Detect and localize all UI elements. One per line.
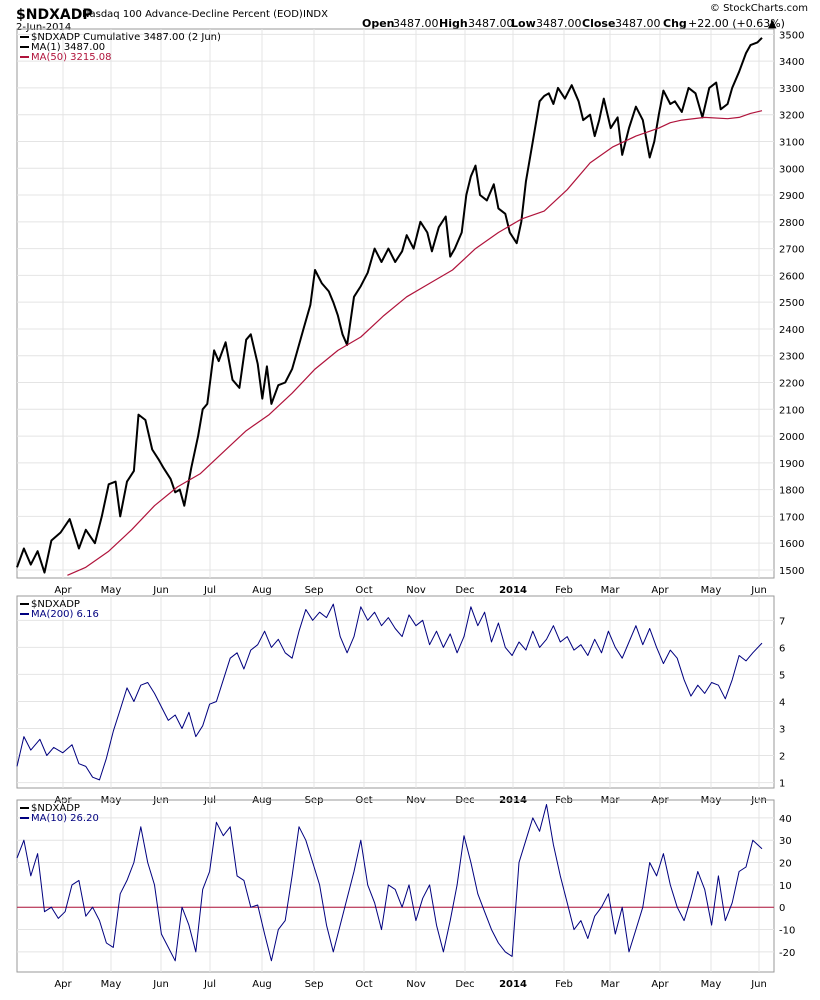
x-tick-label: Aug <box>252 979 272 990</box>
header-symbol: $NDXADP <box>16 7 93 23</box>
legend-entry: MA(50) 3215.08 <box>31 52 112 63</box>
x-tick-label: Jun <box>750 585 767 596</box>
legend-entry: $NDXADP Cumulative 3487.00 (2 Jun) <box>31 32 221 43</box>
series-line--ndxadp-cumulative <box>16 37 763 574</box>
y-tick-label: 3400 <box>779 57 804 68</box>
series-line-ma-10- <box>16 804 763 962</box>
y-tick-label: -20 <box>779 948 795 959</box>
y-tick-label: 2000 <box>779 432 804 443</box>
y-tick-label: 7 <box>779 616 785 627</box>
open-value: 3487.00 <box>393 17 439 30</box>
chg-value: +22.00 (+0.63%) <box>688 17 785 30</box>
y-tick-label: 3300 <box>779 84 804 95</box>
x-tick-label: Jun <box>152 979 169 990</box>
x-tick-label: Sep <box>305 979 324 990</box>
x-tick-label: May <box>101 585 122 596</box>
low-value: 3487.00 <box>536 17 582 30</box>
y-tick-label: 3500 <box>779 30 804 41</box>
panel-frame <box>16 28 775 579</box>
high-value: 3487.00 <box>468 17 514 30</box>
x-tick-label: Oct <box>355 979 372 990</box>
legend-entry: MA(200) 6.16 <box>31 609 99 620</box>
x-tick-label: Apr <box>651 585 669 596</box>
y-tick-label: 5 <box>779 670 785 681</box>
x-tick-label: Nov <box>406 979 426 990</box>
x-tick-label: Apr <box>54 585 72 596</box>
y-tick-label: 3000 <box>779 164 804 175</box>
header-description: Nasdaq 100 Advance-Decline Percent (EOD) <box>82 9 303 20</box>
y-tick-label: 1700 <box>779 512 804 523</box>
x-tick-label: May <box>701 585 722 596</box>
x-tick-label: Jun <box>750 979 767 990</box>
close-label: Close <box>582 17 615 30</box>
y-tick-label: 2900 <box>779 191 804 202</box>
x-tick-label: Dec <box>455 979 474 990</box>
x-tick-label: Apr <box>651 979 669 990</box>
y-tick-label: 10 <box>779 881 792 892</box>
y-tick-label: 3100 <box>779 137 804 148</box>
panel-frame <box>16 595 775 789</box>
x-tick-label: Sep <box>305 585 324 596</box>
x-tick-label: 2014 <box>499 585 527 596</box>
y-tick-label: 2800 <box>779 218 804 229</box>
header-source: © StockCharts.com <box>710 3 808 14</box>
y-tick-label: 3 <box>779 725 785 736</box>
y-tick-label: 2500 <box>779 298 804 309</box>
x-tick-label: Jul <box>203 979 216 990</box>
chg-label: Chg <box>663 17 687 30</box>
x-tick-label: Aug <box>252 585 272 596</box>
y-tick-label: 2300 <box>779 352 804 363</box>
series-line-ma-200- <box>16 603 763 781</box>
x-tick-label: Apr <box>54 979 72 990</box>
open-label: Open <box>362 17 395 30</box>
x-tick-label: Mar <box>601 979 621 990</box>
high-label: High <box>439 17 468 30</box>
x-tick-label: May <box>701 979 722 990</box>
x-tick-label: 2014 <box>499 979 527 990</box>
x-tick-label: Mar <box>601 585 621 596</box>
close-value: 3487.00 <box>615 17 661 30</box>
x-tick-label: Jul <box>203 585 216 596</box>
legend-entry: $NDXADP <box>31 803 80 814</box>
y-tick-label: 2200 <box>779 379 804 390</box>
y-tick-label: 2100 <box>779 405 804 416</box>
x-tick-label: Nov <box>406 585 426 596</box>
y-tick-label: 20 <box>779 859 792 870</box>
y-tick-label: -10 <box>779 926 795 937</box>
y-tick-label: 40 <box>779 814 792 825</box>
y-tick-label: 1 <box>779 779 785 790</box>
x-tick-label: Jun <box>152 585 169 596</box>
legend-entry: $NDXADP <box>31 599 80 610</box>
x-tick-label: Oct <box>355 585 372 596</box>
main-price-panel: 1500 1600 1700 1800 1900 2000 2100 2200 2300 2400… <box>16 28 804 596</box>
y-tick-label: 6 <box>779 643 785 654</box>
y-tick-label: 1500 <box>779 566 804 577</box>
low-label: Low <box>511 17 536 30</box>
y-tick-label: 3200 <box>779 111 804 122</box>
panel-frame <box>16 799 775 973</box>
y-tick-label: 2 <box>779 752 785 763</box>
y-tick-label: 1900 <box>779 459 804 470</box>
x-tick-label: Feb <box>555 979 573 990</box>
y-tick-label: 1600 <box>779 539 804 550</box>
y-tick-label: 1800 <box>779 486 804 497</box>
x-tick-label: May <box>101 979 122 990</box>
x-tick-label: Feb <box>555 585 573 596</box>
header-date: 2-Jun-2014 <box>16 22 71 33</box>
up-arrow-icon: ▲ <box>768 17 777 30</box>
series-line-ma-50- <box>67 110 763 576</box>
header-exchange: INDX <box>303 9 328 20</box>
y-tick-label: 30 <box>779 836 792 847</box>
y-tick-label: 4 <box>779 697 785 708</box>
y-tick-label: 2700 <box>779 245 804 256</box>
legend-entry: MA(10) 26.20 <box>31 813 99 824</box>
y-tick-label: 0 <box>779 903 785 914</box>
legend-entry: MA(1) 3487.00 <box>31 42 105 53</box>
y-tick-label: 2400 <box>779 325 804 336</box>
y-tick-label: 2600 <box>779 271 804 282</box>
x-tick-label: Dec <box>455 585 474 596</box>
